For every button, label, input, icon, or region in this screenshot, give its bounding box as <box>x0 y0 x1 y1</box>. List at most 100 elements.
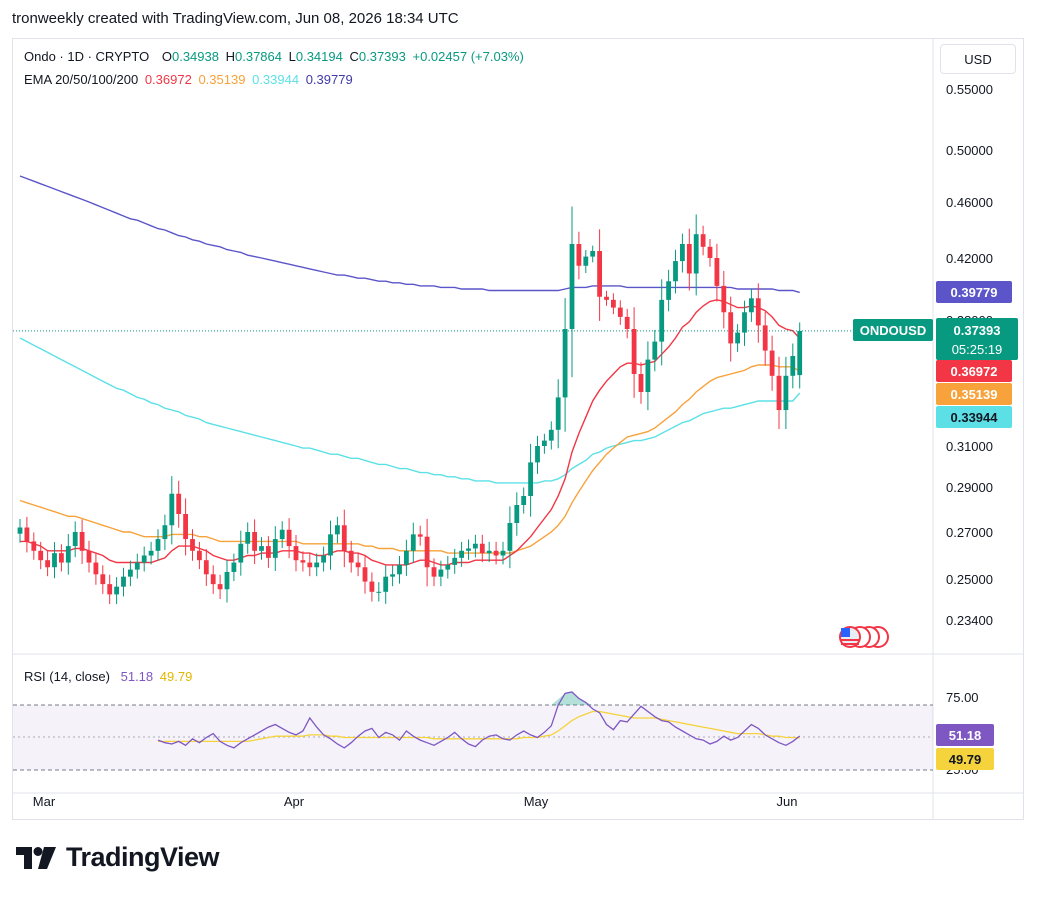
candle <box>797 322 803 389</box>
candle <box>72 521 78 558</box>
candle <box>686 228 692 291</box>
candle <box>700 225 706 256</box>
candle <box>272 526 278 572</box>
candle <box>300 551 306 572</box>
candle <box>259 537 264 560</box>
candle <box>279 521 285 548</box>
candle <box>445 555 451 579</box>
price-axis[interactable]: 0.550000.500000.460000.420000.380000.310… <box>946 82 993 777</box>
ema50-badge: 0.35139 <box>936 383 1012 405</box>
candle <box>631 307 637 398</box>
svg-text:0.37393: 0.37393 <box>954 323 1001 338</box>
candle <box>169 476 175 545</box>
price-pane[interactable] <box>13 39 933 653</box>
candle <box>562 298 568 432</box>
candle <box>749 288 754 322</box>
svg-text:05:25:19: 05:25:19 <box>952 342 1003 357</box>
candle <box>86 540 92 573</box>
candle <box>479 534 485 563</box>
candle <box>721 270 727 329</box>
price-tick-label: 0.25000 <box>946 572 993 587</box>
candle <box>31 532 37 560</box>
ema20-line <box>20 299 801 566</box>
candle <box>176 480 182 528</box>
candle <box>728 296 734 362</box>
candle <box>555 379 561 449</box>
candle <box>224 559 230 603</box>
rsi-label: RSI (14, close) <box>24 669 110 684</box>
candle <box>348 540 354 573</box>
candle <box>500 541 506 565</box>
ema-label: EMA 20/50/100/200 <box>24 72 139 87</box>
candle <box>417 525 423 546</box>
chart-container[interactable] <box>12 38 1024 820</box>
time-axis-label: Mar <box>33 794 56 809</box>
candle <box>521 487 527 514</box>
candle <box>114 577 119 605</box>
svg-text:51.18: 51.18 <box>949 728 982 743</box>
tradingview-icon <box>16 846 56 869</box>
candle <box>624 308 630 339</box>
candle <box>231 553 237 582</box>
candle <box>141 546 147 572</box>
close-label: C <box>349 49 359 64</box>
symbol-label: Ondo · 1D · CRYPTO <box>24 49 150 64</box>
candle <box>714 243 720 302</box>
svg-text:0.39779: 0.39779 <box>951 285 998 300</box>
ema-legend: EMA 20/50/100/200 0.36972 0.35139 0.3394… <box>24 72 356 87</box>
candle <box>617 300 623 325</box>
candle <box>38 541 44 570</box>
candle <box>362 556 368 594</box>
candle <box>583 250 589 274</box>
candle <box>52 542 57 579</box>
rsi-lines <box>157 691 801 749</box>
candle <box>410 522 416 563</box>
candle <box>452 548 458 574</box>
candle <box>79 519 85 564</box>
ema20-badge: 0.36972 <box>936 360 1012 382</box>
rsi-value: 51.18 <box>120 669 154 684</box>
candle <box>245 522 251 554</box>
event-flags-icon[interactable] <box>839 626 889 648</box>
candle <box>121 567 126 597</box>
candle <box>528 443 533 517</box>
candle <box>17 518 23 543</box>
candle <box>155 529 161 561</box>
ema50-value: 0.35139 <box>198 72 246 87</box>
candle <box>286 518 292 559</box>
time-axis[interactable]: Mar Apr May Jun <box>33 794 798 809</box>
ohlc-legend: Ondo · 1D · CRYPTO O0.34938 H0.37864 L0.… <box>24 49 527 64</box>
candle <box>59 544 64 572</box>
price-badges: 0.39779 ONDOUSD 0.37393 05:25:19 0.36972 0.35… <box>853 281 1018 770</box>
tradingview-logo[interactable]: TradingView <box>16 842 220 873</box>
high-value: 0.37864 <box>235 49 282 64</box>
candle <box>65 533 71 575</box>
candle <box>397 555 402 584</box>
ema200-value: 0.39779 <box>305 72 353 87</box>
candle <box>659 279 665 366</box>
candle <box>128 560 133 587</box>
rsi-legend: RSI (14, close) 51.18 49.79 <box>24 669 195 684</box>
ema100-value: 0.33944 <box>252 72 300 87</box>
candle <box>210 565 216 594</box>
price-tick-label: 0.23400 <box>946 613 993 628</box>
candle <box>307 553 313 577</box>
candle <box>680 233 685 273</box>
candle <box>321 546 326 572</box>
candle <box>217 574 223 599</box>
candle <box>790 343 796 389</box>
rsi-ma-line <box>158 710 800 743</box>
candle <box>148 541 154 565</box>
rsi-ma-value: 49.79 <box>159 669 193 684</box>
candle <box>252 519 257 564</box>
currency-button[interactable]: USD <box>940 44 1016 74</box>
ema50-line <box>19 364 801 554</box>
open-label: O <box>161 49 172 64</box>
candle <box>507 506 513 569</box>
candle <box>335 516 340 544</box>
candle <box>438 560 444 587</box>
candle <box>762 311 768 366</box>
candle <box>369 572 375 602</box>
candle <box>535 435 540 474</box>
